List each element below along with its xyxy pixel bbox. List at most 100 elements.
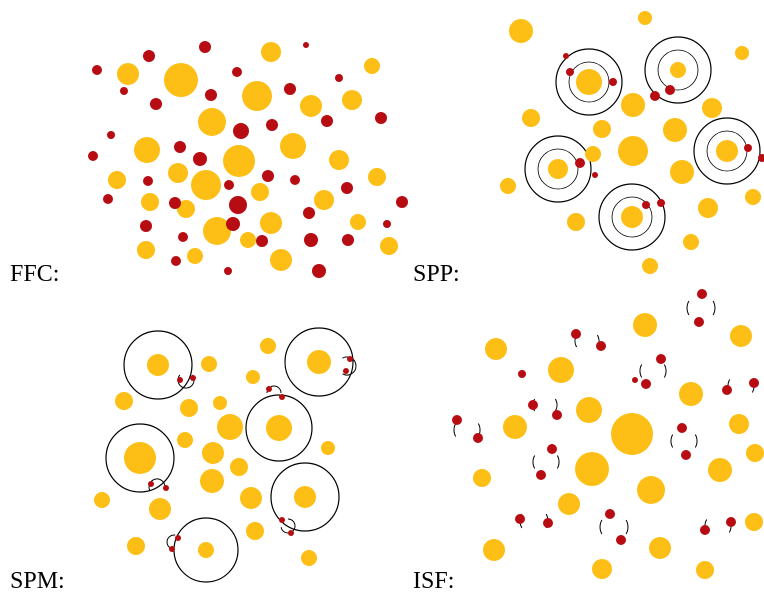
small-particle bbox=[343, 368, 349, 374]
large-particle bbox=[134, 137, 160, 163]
small-particle bbox=[642, 201, 650, 209]
small-particle bbox=[169, 546, 175, 552]
large-particle bbox=[127, 537, 145, 555]
orbit-ring bbox=[598, 183, 666, 251]
large-particle bbox=[745, 513, 763, 531]
small-particle bbox=[605, 509, 615, 519]
small-particle bbox=[199, 41, 211, 53]
small-particle bbox=[396, 196, 408, 208]
large-particle bbox=[149, 498, 171, 520]
small-particle bbox=[233, 123, 249, 139]
large-particle bbox=[548, 357, 574, 383]
small-particle bbox=[226, 217, 240, 231]
large-particle bbox=[380, 237, 398, 255]
large-particle bbox=[300, 95, 322, 117]
large-particle bbox=[708, 458, 732, 482]
large-particle bbox=[321, 441, 335, 455]
small-particle bbox=[700, 525, 710, 535]
small-particle bbox=[143, 50, 155, 62]
small-particle bbox=[722, 385, 732, 395]
large-particle bbox=[745, 189, 761, 205]
small-particle bbox=[140, 220, 152, 232]
large-particle bbox=[633, 313, 657, 337]
panel-ffc bbox=[88, 41, 408, 278]
large-particle bbox=[124, 442, 156, 474]
small-particle bbox=[375, 112, 387, 124]
large-particle bbox=[702, 98, 722, 118]
small-particle bbox=[88, 151, 98, 161]
small-particle bbox=[174, 141, 186, 153]
small-particle bbox=[528, 400, 538, 410]
small-particle bbox=[177, 377, 183, 383]
large-particle bbox=[147, 354, 169, 376]
large-particle bbox=[270, 249, 292, 271]
large-particle bbox=[240, 232, 256, 248]
large-particle bbox=[485, 338, 507, 360]
large-particle bbox=[164, 63, 198, 97]
large-particle bbox=[213, 396, 227, 410]
orbit-arc bbox=[599, 519, 603, 535]
large-particle bbox=[364, 58, 380, 74]
large-particle bbox=[198, 108, 226, 136]
orbit-arc bbox=[712, 300, 716, 316]
large-particle bbox=[576, 397, 602, 423]
large-particle bbox=[730, 325, 752, 347]
large-particle bbox=[698, 198, 718, 218]
small-particle bbox=[452, 415, 462, 425]
small-particle bbox=[229, 196, 247, 214]
orbit-arc bbox=[670, 434, 674, 448]
small-particle bbox=[266, 386, 272, 392]
large-particle bbox=[670, 160, 694, 184]
large-particle bbox=[294, 486, 316, 508]
small-particle bbox=[175, 535, 181, 541]
orbit-ring bbox=[537, 148, 579, 190]
orbit-arc bbox=[280, 518, 296, 534]
large-particle bbox=[638, 11, 652, 25]
small-particle bbox=[290, 175, 300, 185]
large-particle bbox=[168, 163, 188, 183]
large-particle bbox=[242, 81, 272, 111]
large-particle bbox=[368, 168, 386, 186]
large-particle bbox=[203, 217, 231, 245]
small-particle bbox=[616, 535, 626, 545]
panel-label-spp: SPP: bbox=[413, 261, 460, 287]
large-particle bbox=[649, 537, 671, 559]
small-particle bbox=[120, 87, 128, 95]
small-particle bbox=[694, 317, 704, 327]
small-particle bbox=[224, 180, 234, 190]
large-particle bbox=[567, 213, 585, 231]
small-particle bbox=[650, 91, 660, 101]
orbit-arc bbox=[639, 364, 643, 378]
large-particle bbox=[261, 42, 281, 62]
panel-label-isf: ISF: bbox=[413, 568, 454, 593]
large-particle bbox=[621, 93, 645, 117]
small-particle bbox=[190, 375, 196, 381]
large-particle bbox=[314, 190, 334, 210]
small-particle bbox=[744, 144, 752, 152]
orbit-ring bbox=[524, 135, 592, 203]
large-particle bbox=[696, 561, 714, 579]
orbit-arc bbox=[148, 478, 166, 492]
small-particle bbox=[312, 264, 326, 278]
orbit-ring bbox=[644, 36, 712, 104]
large-particle bbox=[180, 399, 198, 417]
small-particle bbox=[92, 65, 102, 75]
large-particle bbox=[663, 118, 687, 142]
small-particle bbox=[575, 158, 585, 168]
large-particle bbox=[350, 214, 366, 230]
large-particle bbox=[746, 444, 764, 462]
small-particle bbox=[657, 199, 665, 207]
small-particle bbox=[303, 207, 315, 219]
large-particle bbox=[200, 469, 224, 493]
large-particle bbox=[108, 171, 126, 189]
small-particle bbox=[758, 154, 764, 162]
small-particle bbox=[262, 170, 274, 182]
large-particle bbox=[593, 120, 611, 138]
panel-label-spm: SPM: bbox=[10, 568, 65, 593]
orbit-arc bbox=[686, 300, 690, 316]
small-particle bbox=[284, 83, 296, 95]
small-particle bbox=[596, 341, 606, 351]
orbit-ring bbox=[105, 423, 175, 493]
small-particle bbox=[473, 433, 483, 443]
